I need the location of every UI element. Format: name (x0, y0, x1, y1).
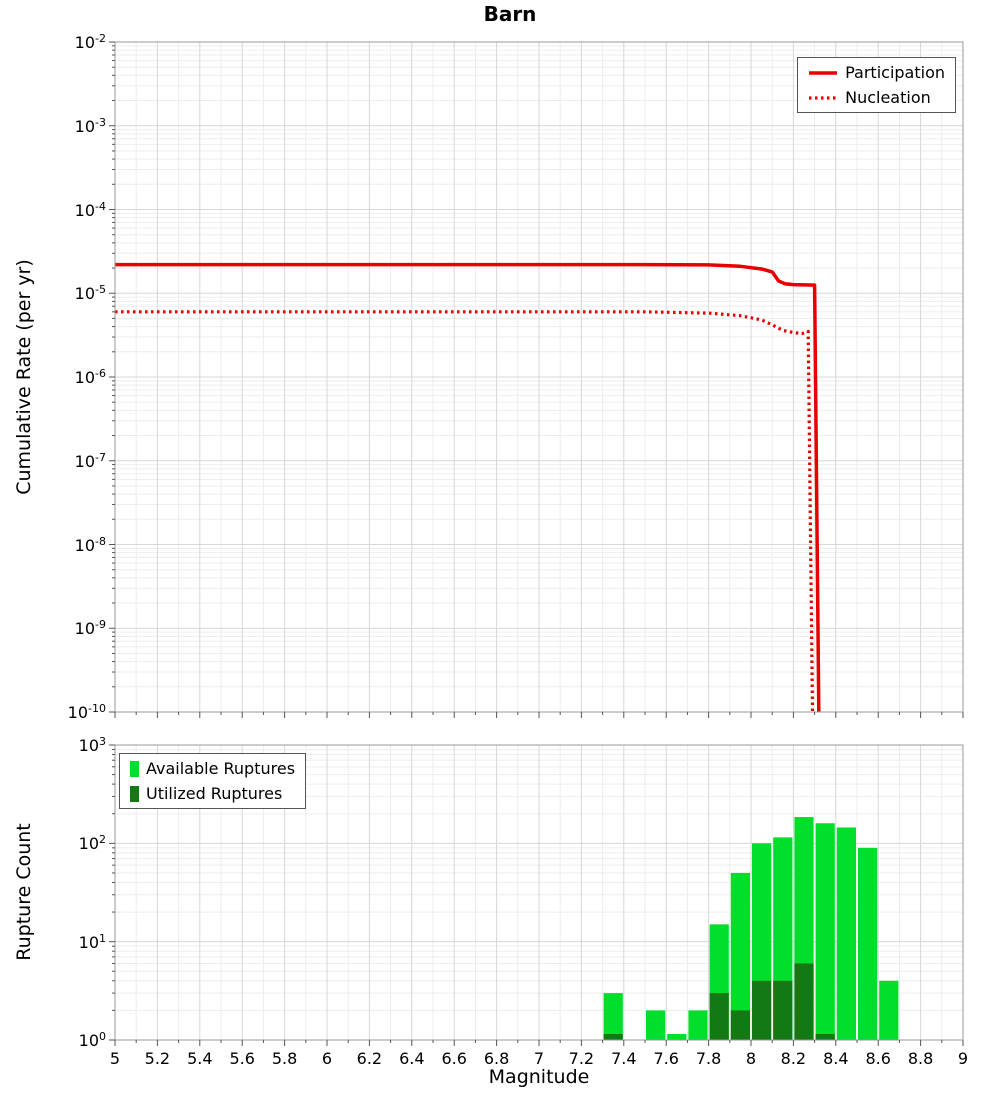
x-tick-label: 6.8 (483, 1049, 510, 1068)
x-tick-label: 8.6 (865, 1049, 891, 1068)
bottom-y-axis-label: Rupture Count (13, 823, 35, 961)
x-tick-label: 5.2 (144, 1049, 171, 1068)
nucleation-line-swatch (809, 95, 838, 100)
x-tick-label: 6.4 (399, 1049, 425, 1068)
available-ruptures-swatch (130, 760, 139, 777)
x-tick-label: 7.2 (568, 1049, 595, 1068)
x-tick-label: 7.4 (611, 1049, 637, 1068)
x-tick-label: 5.8 (271, 1049, 298, 1068)
participation-line-swatch (809, 70, 838, 75)
x-tick-label: 6 (321, 1049, 333, 1068)
x-tick-label: 8.4 (823, 1049, 849, 1068)
x-tick-label: 8.2 (780, 1049, 807, 1068)
bottom-plot-legend: Available Ruptures Utilized Ruptures (119, 753, 307, 809)
x-tick-label: 6.6 (441, 1049, 467, 1068)
x-tick-label: 7.8 (695, 1049, 722, 1068)
x-tick-label: 7 (533, 1049, 545, 1068)
legend-label-utilized: Utilized Ruptures (146, 784, 283, 803)
y-tick-label: 10-6 (74, 366, 106, 388)
y-tick-label: 10-3 (74, 115, 106, 136)
y-tick-label: 10-8 (74, 534, 106, 555)
legend-item-participation: Participation (808, 63, 945, 82)
top-plot-legend: Participation Nucleation (797, 57, 956, 113)
x-tick-label: 5.4 (187, 1049, 213, 1068)
x-tick-label: 9 (957, 1049, 969, 1068)
x-tick-label: 8 (745, 1049, 757, 1068)
legend-label-participation: Participation (845, 63, 945, 82)
y-tick-label: 10-4 (74, 199, 106, 220)
x-tick-label: 5 (109, 1049, 121, 1068)
x-tick-label: 8.8 (907, 1049, 934, 1068)
y-tick-label: 103 (78, 734, 106, 756)
legend-item-utilized-ruptures: Utilized Ruptures (130, 784, 295, 803)
y-tick-label: 10-2 (74, 31, 106, 53)
y-tick-label: 101 (78, 931, 106, 952)
chart-title: Barn (483, 2, 537, 26)
y-tick-label: 100 (78, 1029, 106, 1051)
y-tick-label: 10-10 (67, 701, 106, 723)
y-tick-label: 102 (78, 833, 106, 854)
legend-label-nucleation: Nucleation (845, 88, 931, 107)
x-tick-label: 5.6 (229, 1049, 255, 1068)
x-axis-label: Magnitude (488, 1066, 590, 1088)
legend-label-available: Available Ruptures (146, 759, 296, 778)
legend-item-nucleation: Nucleation (808, 88, 945, 107)
y-tick-label: 10-9 (74, 618, 106, 639)
x-tick-label: 6.2 (356, 1049, 383, 1068)
y-tick-label: 10-7 (74, 450, 106, 471)
y-tick-label: 10-5 (74, 283, 106, 304)
utilized-ruptures-swatch (130, 785, 139, 802)
x-tick-label: 7.6 (653, 1049, 679, 1068)
legend-item-available-ruptures: Available Ruptures (130, 759, 295, 778)
top-y-axis-label: Cumulative Rate (per yr) (13, 259, 35, 495)
